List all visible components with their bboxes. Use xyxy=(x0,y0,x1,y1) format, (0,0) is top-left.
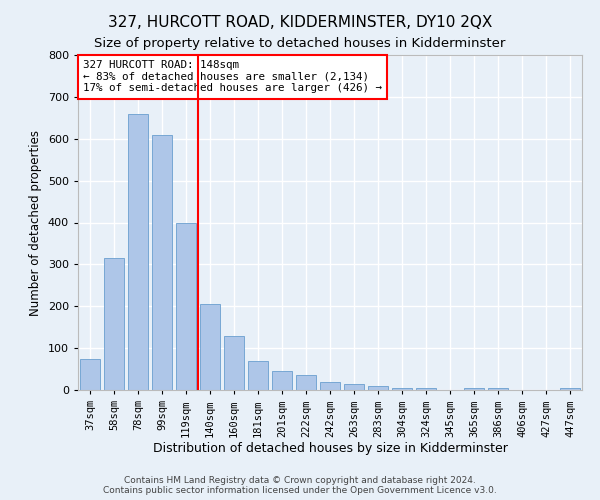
Text: Contains HM Land Registry data © Crown copyright and database right 2024.
Contai: Contains HM Land Registry data © Crown c… xyxy=(103,476,497,495)
Bar xyxy=(80,358,100,390)
Bar xyxy=(272,371,292,390)
Bar xyxy=(152,134,172,390)
Bar xyxy=(560,388,580,390)
Bar xyxy=(344,384,364,390)
Bar xyxy=(416,388,436,390)
Bar xyxy=(464,388,484,390)
Bar xyxy=(488,388,508,390)
Text: 327 HURCOTT ROAD: 148sqm
← 83% of detached houses are smaller (2,134)
17% of sem: 327 HURCOTT ROAD: 148sqm ← 83% of detach… xyxy=(83,60,382,93)
Y-axis label: Number of detached properties: Number of detached properties xyxy=(29,130,42,316)
Bar xyxy=(248,360,268,390)
Bar xyxy=(176,222,196,390)
Bar xyxy=(200,304,220,390)
Text: 327, HURCOTT ROAD, KIDDERMINSTER, DY10 2QX: 327, HURCOTT ROAD, KIDDERMINSTER, DY10 2… xyxy=(108,15,492,30)
Text: Size of property relative to detached houses in Kidderminster: Size of property relative to detached ho… xyxy=(94,38,506,51)
Bar xyxy=(368,386,388,390)
Bar xyxy=(224,336,244,390)
Bar xyxy=(392,388,412,390)
Bar xyxy=(296,376,316,390)
Bar xyxy=(104,258,124,390)
Bar xyxy=(128,114,148,390)
X-axis label: Distribution of detached houses by size in Kidderminster: Distribution of detached houses by size … xyxy=(152,442,508,455)
Bar xyxy=(320,382,340,390)
